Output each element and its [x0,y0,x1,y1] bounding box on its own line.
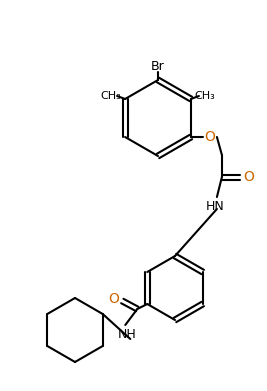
Text: CH₃: CH₃ [101,91,121,101]
Text: CH₃: CH₃ [195,91,215,101]
Text: HN: HN [206,199,224,212]
Text: Br: Br [151,61,165,74]
Text: O: O [108,292,119,306]
Text: O: O [244,170,254,184]
Text: O: O [205,130,215,144]
Text: NH: NH [118,328,137,341]
